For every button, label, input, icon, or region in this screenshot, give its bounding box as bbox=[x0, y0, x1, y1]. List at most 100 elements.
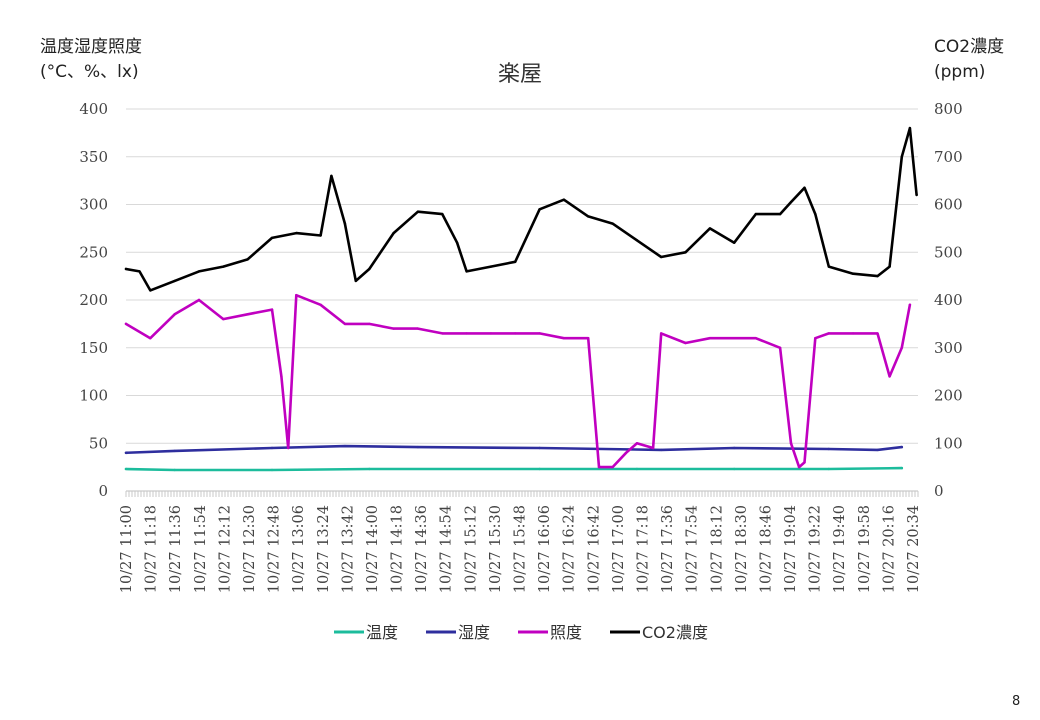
series-line-温度 bbox=[124, 466, 904, 472]
data-point bbox=[708, 337, 712, 340]
right-axis-title: CO2濃度 (ppm) bbox=[934, 37, 1005, 82]
data-point bbox=[270, 308, 274, 311]
x-tick-label: 10/27 12:12 bbox=[217, 505, 233, 593]
data-point bbox=[538, 467, 541, 471]
left-tick-label: 200 bbox=[79, 291, 108, 309]
data-point bbox=[900, 445, 903, 449]
data-point bbox=[489, 332, 493, 335]
data-point bbox=[908, 126, 912, 130]
right-tick-label: 400 bbox=[934, 291, 963, 309]
x-tick-label: 10/27 16:42 bbox=[586, 505, 602, 593]
data-point bbox=[900, 155, 903, 158]
data-point bbox=[876, 274, 879, 278]
left-tick-label: 0 bbox=[98, 482, 108, 500]
x-tick-label: 10/27 18:12 bbox=[709, 505, 725, 593]
left-tick-label: 400 bbox=[79, 100, 108, 118]
data-point bbox=[138, 270, 141, 273]
data-point bbox=[368, 322, 371, 326]
right-tick-label: 700 bbox=[934, 148, 963, 166]
data-point bbox=[754, 337, 757, 340]
data-point bbox=[888, 265, 891, 268]
data-point bbox=[733, 467, 736, 471]
data-point bbox=[319, 303, 322, 306]
x-tick-label: 10/27 13:42 bbox=[340, 505, 356, 593]
data-point bbox=[416, 210, 420, 213]
data-point bbox=[635, 467, 639, 471]
left-tick-label: 100 bbox=[79, 387, 108, 405]
right-tick-label: 800 bbox=[934, 100, 963, 118]
data-point bbox=[789, 200, 793, 204]
chart-canvas: 0 50 100 150 200 250 300 350 400 0 100 200 300 400 50… bbox=[79, 100, 963, 642]
chart-title: 楽屋 bbox=[497, 62, 542, 87]
data-point bbox=[635, 239, 639, 242]
x-tick-label: 10/27 13:06 bbox=[291, 505, 307, 593]
data-point bbox=[908, 303, 912, 306]
data-point bbox=[803, 461, 806, 464]
data-point bbox=[851, 272, 855, 275]
data-point bbox=[330, 174, 333, 178]
data-point bbox=[124, 322, 128, 326]
data-point bbox=[416, 445, 420, 449]
data-point bbox=[319, 234, 322, 237]
data-point bbox=[827, 467, 830, 471]
x-tick-label: 10/27 20:34 bbox=[906, 505, 922, 593]
x-tick-label: 10/27 12:30 bbox=[242, 505, 258, 593]
x-tick-label: 10/27 14:36 bbox=[414, 505, 430, 593]
x-tick-label: 10/27 16:06 bbox=[537, 505, 553, 593]
x-tick-label: 10/27 12:48 bbox=[267, 505, 283, 593]
legend-label: CO2濃度 bbox=[642, 623, 708, 642]
right-tick-label: 300 bbox=[934, 339, 963, 357]
data-point bbox=[489, 265, 493, 268]
right-tick-label: 0 bbox=[934, 482, 944, 500]
right-tick-label: 200 bbox=[934, 387, 963, 405]
right-tick-label: 500 bbox=[934, 243, 963, 261]
x-tick-label: 10/27 15:48 bbox=[513, 505, 529, 593]
data-point bbox=[611, 222, 614, 225]
data-point bbox=[538, 446, 541, 450]
data-point bbox=[343, 444, 347, 448]
x-tick-label: 10/27 17:18 bbox=[635, 505, 651, 593]
x-tick-label: 10/27 17:54 bbox=[685, 505, 701, 593]
data-point bbox=[280, 375, 283, 378]
data-point bbox=[343, 322, 347, 326]
data-point bbox=[149, 289, 152, 292]
legend-label: 温度 bbox=[366, 623, 398, 642]
x-tick-label: 10/27 18:46 bbox=[758, 505, 774, 593]
data-point bbox=[803, 186, 806, 189]
data-point bbox=[660, 255, 663, 259]
x-tick-label: 10/27 11:18 bbox=[144, 505, 160, 593]
data-point bbox=[514, 260, 517, 263]
data-point bbox=[562, 337, 566, 340]
data-point bbox=[222, 265, 225, 268]
data-point bbox=[900, 466, 903, 470]
x-tick-label: 10/27 19:04 bbox=[783, 505, 799, 593]
data-point bbox=[660, 448, 663, 452]
x-axis-minor-ticks bbox=[125, 491, 919, 497]
data-point bbox=[778, 212, 782, 216]
data-point bbox=[733, 337, 736, 340]
data-point bbox=[651, 446, 655, 450]
legend-label: 照度 bbox=[550, 623, 582, 642]
data-point bbox=[900, 346, 903, 349]
x-tick-label: 10/27 14:00 bbox=[365, 505, 381, 593]
right-tick-label: 600 bbox=[934, 196, 963, 214]
data-point bbox=[465, 332, 468, 335]
data-point bbox=[778, 346, 782, 349]
data-point bbox=[173, 279, 176, 283]
data-point bbox=[635, 442, 639, 445]
data-point bbox=[660, 332, 663, 335]
x-tick-label: 10/27 19:58 bbox=[857, 505, 873, 593]
x-tick-label: 10/27 18:30 bbox=[734, 505, 750, 593]
x-tick-label: 10/27 11:36 bbox=[168, 505, 184, 593]
data-point bbox=[173, 449, 176, 453]
x-tick-label: 10/27 11:00 bbox=[119, 505, 135, 593]
data-point bbox=[538, 332, 541, 335]
x-tick-label: 10/27 13:24 bbox=[316, 505, 332, 593]
data-point bbox=[441, 332, 444, 335]
data-point bbox=[876, 332, 879, 335]
left-tick-label: 300 bbox=[79, 196, 108, 214]
data-point bbox=[708, 227, 712, 230]
data-point bbox=[814, 212, 817, 216]
data-point bbox=[733, 446, 736, 450]
data-point bbox=[124, 451, 128, 454]
